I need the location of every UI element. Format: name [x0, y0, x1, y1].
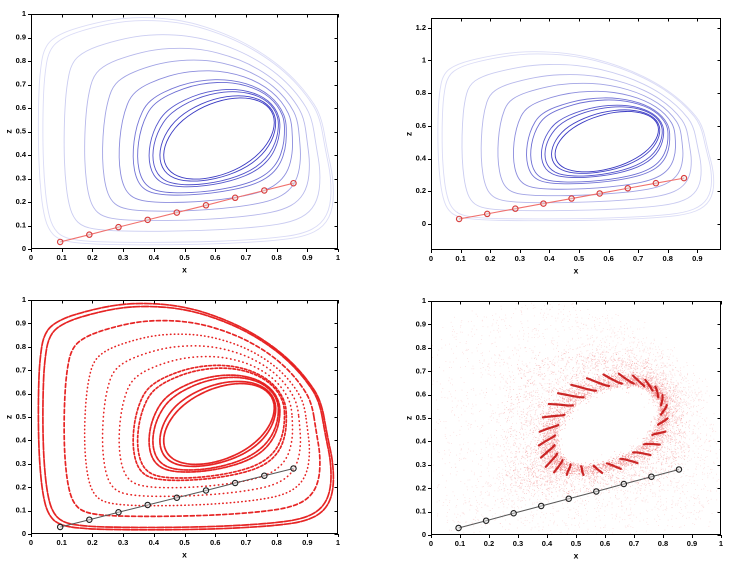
phase-panel-top-right: [374, 0, 747, 284]
phase-plot-canvas-bottom-right: [374, 284, 747, 568]
phase-panel-top-left: [0, 0, 373, 284]
phase-panel-bottom-right: [374, 284, 747, 568]
phase-plot-canvas-top-left: [0, 0, 373, 284]
phase-plot-canvas-top-right: [374, 0, 747, 284]
phase-panel-bottom-left: [0, 284, 373, 568]
phase-plot-canvas-bottom-left: [0, 284, 373, 568]
